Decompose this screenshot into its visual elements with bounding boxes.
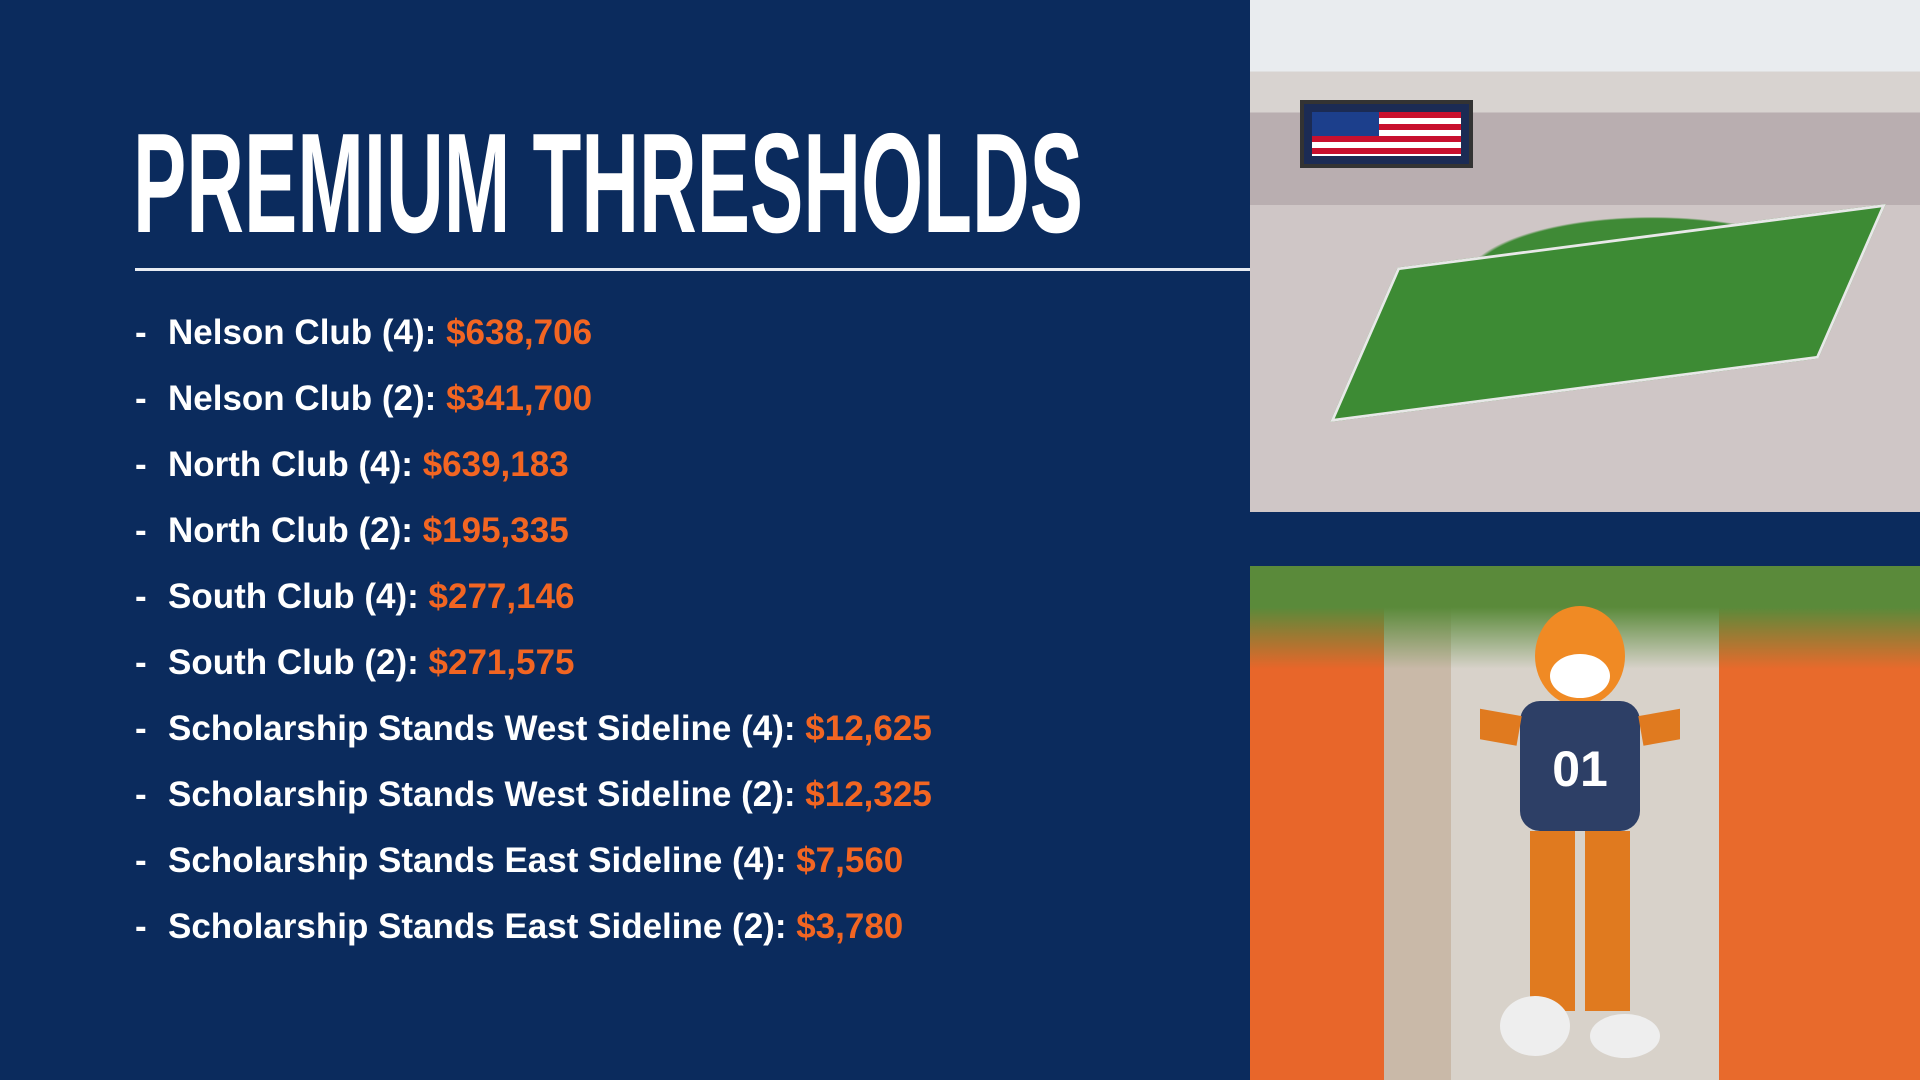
item-label: North Club (2): bbox=[168, 511, 413, 550]
item-amount: $341,700 bbox=[446, 379, 593, 418]
threshold-item: - South Club (2): $271,575 bbox=[135, 635, 932, 701]
scoreboard bbox=[1300, 100, 1473, 168]
bullet-dash: - bbox=[135, 511, 147, 550]
page-title: PREMIUM THRESHOLDS bbox=[133, 120, 1083, 245]
item-amount: $7,560 bbox=[796, 841, 904, 880]
flag-icon bbox=[1312, 112, 1461, 156]
item-label: Scholarship Stands West Sideline (4): bbox=[168, 709, 796, 748]
threshold-item: - South Club (4): $277,146 bbox=[135, 569, 932, 635]
title-divider bbox=[135, 268, 1250, 271]
bullet-dash: - bbox=[135, 709, 147, 748]
item-amount: $277,146 bbox=[428, 577, 575, 616]
threshold-item: - North Club (2): $195,335 bbox=[135, 503, 932, 569]
threshold-item: - Scholarship Stands East Sideline (4): $… bbox=[135, 833, 932, 899]
football-field bbox=[1330, 204, 1886, 422]
bullet-dash: - bbox=[135, 907, 147, 946]
item-amount: $638,706 bbox=[446, 313, 593, 352]
item-amount: $12,325 bbox=[805, 775, 932, 814]
threshold-item: - Scholarship Stands West Sideline (4): $… bbox=[135, 701, 932, 767]
threshold-item: - Scholarship Stands East Sideline (2): $… bbox=[135, 899, 932, 965]
threshold-list: - Nelson Club (4): $638,706- Nelson Club (… bbox=[135, 305, 932, 965]
tiger-mascot: 01 bbox=[1480, 606, 1680, 1058]
threshold-item: - North Club (4): $639,183 bbox=[135, 437, 932, 503]
item-amount: $12,625 bbox=[805, 709, 932, 748]
bullet-dash: - bbox=[135, 643, 147, 682]
mascot-photo: 01 bbox=[1250, 566, 1920, 1080]
item-label: Scholarship Stands East Sideline (2): bbox=[168, 907, 787, 946]
bullet-dash: - bbox=[135, 313, 147, 352]
bullet-dash: - bbox=[135, 445, 147, 484]
item-label: Scholarship Stands West Sideline (2): bbox=[168, 775, 796, 814]
item-amount: $639,183 bbox=[422, 445, 569, 484]
item-amount: $195,335 bbox=[422, 511, 569, 550]
bullet-dash: - bbox=[135, 775, 147, 814]
stadium-photo bbox=[1250, 0, 1920, 512]
threshold-item: - Nelson Club (2): $341,700 bbox=[135, 371, 932, 437]
bullet-dash: - bbox=[135, 841, 147, 880]
threshold-item: - Nelson Club (4): $638,706 bbox=[135, 305, 932, 371]
item-label: South Club (2): bbox=[168, 643, 419, 682]
bullet-dash: - bbox=[135, 577, 147, 616]
item-label: Nelson Club (4): bbox=[168, 313, 437, 352]
item-label: North Club (4): bbox=[168, 445, 413, 484]
threshold-item: - Scholarship Stands West Sideline (2): $… bbox=[135, 767, 932, 833]
item-label: Nelson Club (2): bbox=[168, 379, 437, 418]
item-amount: $271,575 bbox=[428, 643, 575, 682]
bullet-dash: - bbox=[135, 379, 147, 418]
item-label: South Club (4): bbox=[168, 577, 419, 616]
item-label: Scholarship Stands East Sideline (4): bbox=[168, 841, 787, 880]
title-text: PREMIUM THRESHOLDS bbox=[133, 120, 1083, 245]
item-amount: $3,780 bbox=[796, 907, 904, 946]
jersey-number: 01 bbox=[1552, 741, 1608, 797]
